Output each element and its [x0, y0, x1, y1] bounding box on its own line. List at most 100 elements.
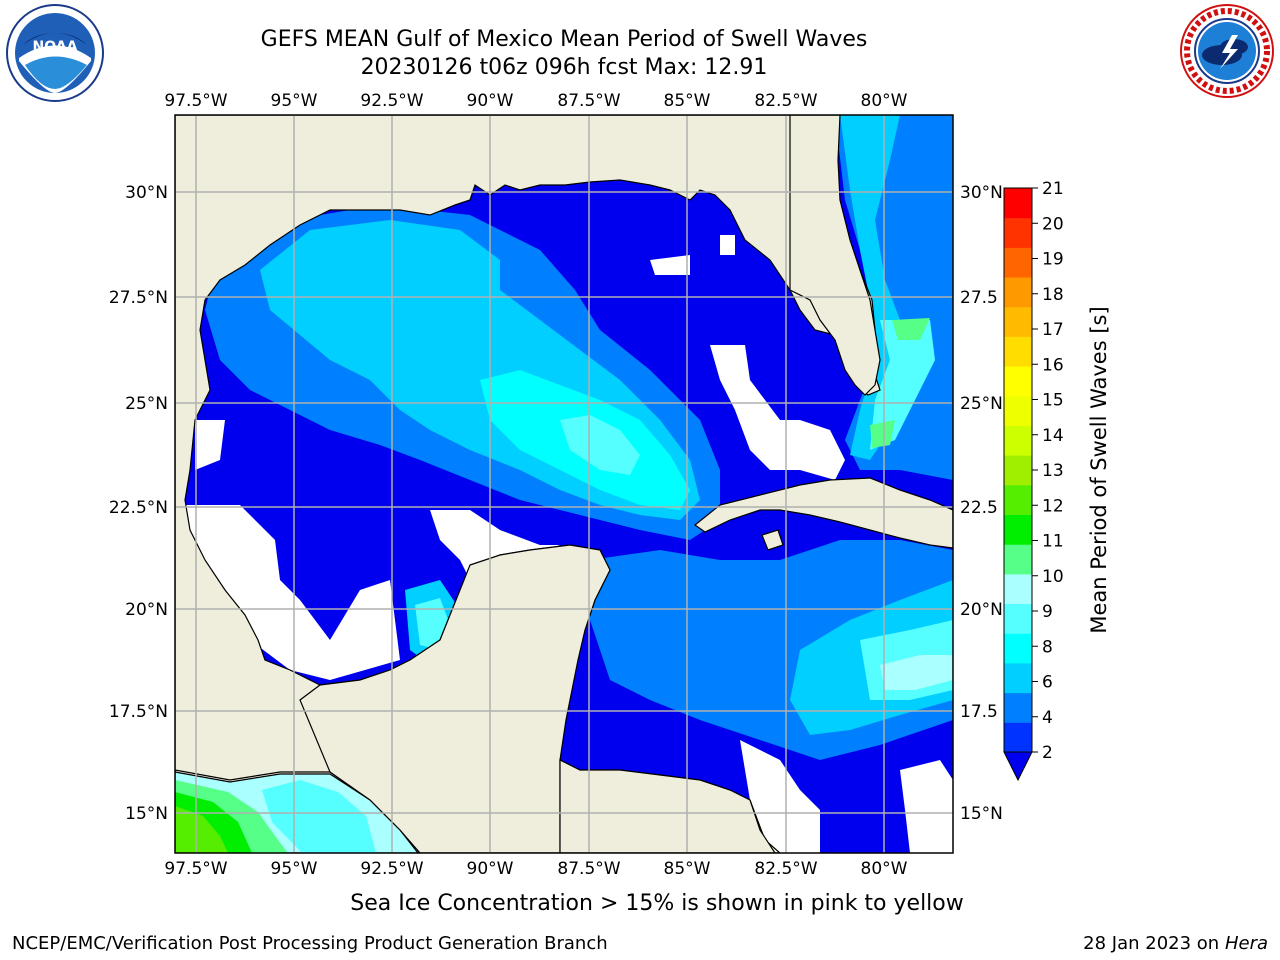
land-cuba: [693, 477, 953, 549]
swell-band-9s-north: [560, 415, 640, 475]
lon-label-bottom: 92.5°W: [360, 859, 423, 879]
colorbar-tick-label: 14: [1042, 426, 1064, 446]
colorbar-tick-label: 16: [1042, 355, 1064, 375]
no-data-nw-coast: [195, 420, 225, 470]
colorbar-segment: [1004, 306, 1032, 337]
lon-label-top: 95°W: [271, 91, 318, 111]
no-data-yucatan-west: [180, 505, 400, 680]
lat-label-right: 17.5: [960, 702, 998, 722]
pacific-8s: [262, 780, 376, 853]
lat-label-right: 20°N: [960, 600, 1003, 620]
land-florida: [789, 115, 881, 396]
colorbar-segment: [1004, 366, 1032, 397]
lat-label-right: 15°N: [960, 804, 1003, 824]
lon-label-bottom: 97.5°W: [164, 859, 227, 879]
footer-credit: NCEP/EMC/Verification Post Processing Pr…: [12, 933, 608, 954]
lat-label-left: 22.5°N: [109, 498, 168, 518]
colorbar-tick-label: 4: [1042, 708, 1053, 728]
colorbar-segment: [1004, 573, 1032, 605]
lat-label-left: 25°N: [125, 394, 168, 414]
map-frame: [174, 114, 954, 854]
colorbar-tick-label: 19: [1042, 250, 1064, 270]
colorbar-tick-label: 21: [1042, 179, 1064, 199]
footer-host: Hera: [1224, 933, 1268, 954]
colorbar-segment: [1004, 217, 1032, 248]
colorbar-segment: [1004, 603, 1032, 634]
colorbar-segment: [1004, 188, 1032, 219]
colorbar-segment: [1004, 514, 1032, 545]
lat-label-right: 27.5: [960, 288, 998, 308]
colorbar-tick-label: 10: [1042, 567, 1064, 587]
no-data-east-gulf-3: [720, 235, 735, 255]
colorbar-segment: [1004, 662, 1032, 694]
colorbar-tick-label: 17: [1042, 320, 1064, 340]
land-central-america-south: [559, 759, 776, 853]
swell-band-atlantic-11s: [892, 318, 930, 340]
no-data-caribbean-south: [740, 740, 820, 853]
colorbar-label: Mean Period of Swell Waves [s]: [1087, 306, 1111, 633]
no-data-caribbean-south-2: [900, 760, 953, 853]
lon-label-bottom: 95°W: [271, 859, 318, 879]
sea-ice-note: Sea Ice Concentration > 15% is shown in …: [350, 891, 964, 916]
lon-label-bottom: 80°W: [861, 859, 908, 879]
colorbar-tick-label: 13: [1042, 461, 1064, 481]
lon-label-bottom: 87.5°W: [557, 859, 620, 879]
colorbar: 2 4 6 8 9 10 11 12 13 14 15 16 17 18 19 20 21: [1003, 179, 1064, 782]
colorbar-tick-label: 6: [1042, 673, 1053, 693]
colorbar-tick-label: 9: [1042, 602, 1053, 622]
land-yucatan: [299, 544, 611, 853]
no-data-east-gulf: [710, 345, 845, 480]
pacific-13s: [175, 806, 228, 853]
lat-label-left: 27.5°N: [109, 288, 168, 308]
colorbar-tick-label: 15: [1042, 391, 1064, 411]
lon-label-top: 85°W: [664, 91, 711, 111]
colorbar-segment: [1004, 277, 1032, 308]
graticule: [175, 115, 953, 853]
lon-label-top: 97.5°W: [164, 91, 227, 111]
footer-date-text: 28 Jan 2023 on: [1083, 933, 1220, 954]
colorbar-tick-label: 12: [1042, 496, 1064, 516]
svg-text:NOAA: NOAA: [33, 39, 78, 55]
lon-label-top: 90°W: [467, 91, 514, 111]
colorbar-tick-label: 8: [1042, 637, 1053, 657]
map-area: [175, 115, 953, 853]
lon-label-top: 80°W: [861, 91, 908, 111]
colorbar-segment: [1004, 722, 1032, 753]
colorbar-segment: [1004, 336, 1032, 367]
colorbar-tick-label: 18: [1042, 285, 1064, 305]
lat-label-right: 22.5: [960, 498, 998, 518]
lat-label-left: 15°N: [125, 804, 168, 824]
swell-band-caribbean-10s: [880, 655, 953, 690]
no-data-east-gulf-2: [650, 255, 690, 275]
chart-title: GEFS MEAN Gulf of Mexico Mean Period of …: [260, 27, 868, 52]
colorbar-extend-arrow: [1003, 751, 1033, 782]
colorbar-tick-label: 11: [1042, 532, 1064, 552]
lon-label-top: 82.5°W: [754, 91, 817, 111]
colorbar-segment: [1004, 455, 1032, 486]
nws-logo-icon: [1180, 4, 1274, 98]
footer-date: 28 Jan 2023 on Hera: [1083, 933, 1268, 954]
colorbar-segment: [1004, 484, 1032, 516]
colorbar-segment: [1004, 544, 1032, 575]
colorbar-tick-label: 20: [1042, 214, 1064, 234]
colorbar-segment: [1004, 395, 1032, 426]
chart-subtitle: 20230126 t06z 096h fcst Max: 12.91: [360, 55, 768, 80]
lat-label-right: 30°N: [960, 183, 1003, 203]
colorbar-tick-label: 2: [1042, 743, 1053, 763]
lat-label-left: 17.5°N: [109, 702, 168, 722]
colorbar-segment: [1004, 425, 1032, 456]
colorbar-segment: [1004, 247, 1032, 278]
lon-label-top: 92.5°W: [360, 91, 423, 111]
lon-label-bottom: 82.5°W: [754, 859, 817, 879]
lon-label-bottom: 85°W: [664, 859, 711, 879]
lat-label-left: 30°N: [125, 183, 168, 203]
lon-label-bottom: 90°W: [467, 859, 514, 879]
lon-label-top: 87.5°W: [557, 91, 620, 111]
colorbar-segment: [1004, 692, 1032, 723]
land-isle-of-youth: [761, 529, 784, 551]
lat-label-left: 20°N: [125, 600, 168, 620]
swell-band-atlantic-9s: [870, 320, 935, 450]
swell-band-atlantic-11s-b: [870, 420, 895, 448]
colorbar-segment: [1004, 633, 1032, 664]
